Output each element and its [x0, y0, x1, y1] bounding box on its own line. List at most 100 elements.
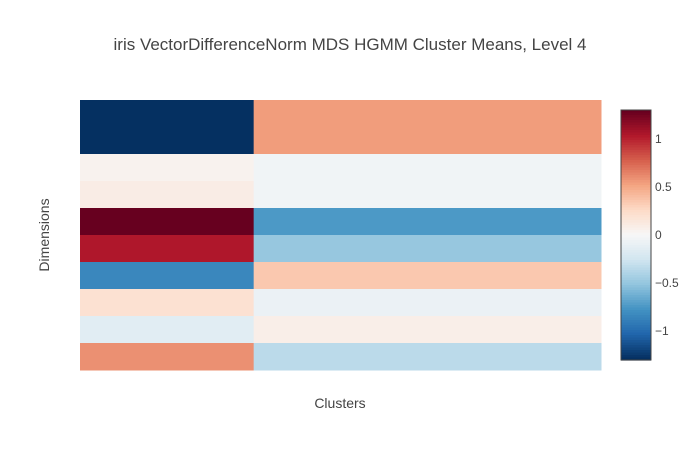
colorbar-swatch [621, 115, 651, 119]
colorbar-swatch [621, 175, 651, 179]
colorbar-swatch [621, 197, 651, 201]
colorbar-tick-label: 0 [655, 228, 662, 242]
colorbar-swatch [621, 112, 651, 116]
colorbar-tick-label: 1 [655, 132, 662, 146]
colorbar-swatch [621, 157, 651, 161]
colorbar-swatch [621, 287, 651, 291]
colorbar-swatch [621, 242, 651, 246]
colorbar-swatch [621, 202, 651, 206]
colorbar-swatch [621, 127, 651, 131]
colorbar-swatch [621, 155, 651, 159]
heatmap-cell-r6-c1 [253, 262, 602, 290]
colorbar-swatch [621, 305, 651, 309]
colorbar-swatch [621, 125, 651, 129]
colorbar-swatch [621, 335, 651, 339]
heatmap-cell-r9-c1 [253, 343, 602, 371]
colorbar-swatch [621, 257, 651, 261]
colorbar-swatch [621, 307, 651, 311]
colorbar-swatch [621, 185, 651, 189]
colorbar-swatch [621, 347, 651, 351]
heatmap-cells [80, 100, 602, 371]
colorbar-swatch [621, 250, 651, 254]
colorbar-swatch [621, 285, 651, 289]
colorbar-swatch [621, 247, 651, 251]
colorbar-swatch [621, 132, 651, 136]
heatmap-cell-r9-c0 [80, 343, 255, 371]
colorbar-swatch [621, 282, 651, 286]
colorbar-tick-label: 0.5 [655, 180, 672, 194]
colorbar-swatch [621, 240, 651, 244]
colorbar-swatch [621, 345, 651, 349]
colorbar-swatch [621, 310, 651, 314]
colorbar-swatch [621, 225, 651, 229]
heatmap-cell-r8-c0 [80, 316, 255, 344]
colorbar-swatch [621, 177, 651, 181]
colorbar-swatch [621, 117, 651, 121]
colorbar-swatch [621, 245, 651, 249]
colorbar-swatch [621, 180, 651, 184]
colorbar-swatch [621, 137, 651, 141]
colorbar-swatch [621, 277, 651, 281]
colorbar-swatch [621, 252, 651, 256]
heatmap-cell-r7-c0 [80, 289, 255, 317]
colorbar-swatch [621, 260, 651, 264]
colorbar-swatch [621, 120, 651, 124]
colorbar-swatch [621, 152, 651, 156]
colorbar-swatch [621, 235, 651, 239]
colorbar-swatch [621, 322, 651, 326]
colorbar-swatch [621, 217, 651, 221]
colorbar-swatch [621, 317, 651, 321]
colorbar-swatch [621, 237, 651, 241]
colorbar-swatch [621, 300, 651, 304]
heatmap-cell-r2-c0 [80, 154, 255, 182]
colorbar-swatch [621, 295, 651, 299]
colorbar-swatch [621, 302, 651, 306]
colorbar-swatch [621, 232, 651, 236]
colorbar-swatch [621, 142, 651, 146]
colorbar-swatch [621, 342, 651, 346]
colorbar-swatch [621, 205, 651, 209]
colorbar-swatch [621, 145, 651, 149]
heatmap-cell-r3-c1 [253, 181, 602, 209]
colorbar-swatch [621, 110, 651, 114]
heatmap-cell-r1-c1 [253, 127, 602, 155]
heatmap-cell-r6-c0 [80, 262, 255, 290]
colorbar-swatch [621, 332, 651, 336]
colorbar-swatch [621, 330, 651, 334]
colorbar-swatch [621, 122, 651, 126]
colorbar-swatch [621, 150, 651, 154]
colorbar-swatch [621, 210, 651, 214]
colorbar-swatch [621, 320, 651, 324]
colorbar-swatch [621, 267, 651, 271]
colorbar-swatch [621, 325, 651, 329]
colorbar-swatch [621, 227, 651, 231]
colorbar-swatch [621, 255, 651, 259]
heatmap-cell-r3-c0 [80, 181, 255, 209]
colorbar-swatch [621, 280, 651, 284]
heatmap-cell-r5-c0 [80, 235, 255, 263]
colorbar-swatch [621, 170, 651, 174]
colorbar-swatch [621, 167, 651, 171]
heatmap-cell-r0-c1 [253, 100, 602, 128]
colorbar-swatch [621, 160, 651, 164]
heatmap-cell-r8-c1 [253, 316, 602, 344]
colorbar-outline [620, 109, 652, 361]
colorbar-swatch [621, 315, 651, 319]
colorbar-swatch [621, 222, 651, 226]
colorbar-swatch [621, 337, 651, 341]
colorbar-swatch [621, 290, 651, 294]
colorbar-swatch [621, 297, 651, 301]
colorbar-swatch [621, 172, 651, 176]
colorbar-swatch [621, 165, 651, 169]
heatmap-cell-r4-c0 [80, 208, 255, 236]
colorbar-swatch [621, 207, 651, 211]
chart-title: iris VectorDifferenceNorm MDS HGMM Clust… [114, 35, 587, 54]
colorbar-swatch [621, 212, 651, 216]
colorbar-swatch [621, 292, 651, 296]
colorbar-swatch [621, 215, 651, 219]
colorbar-tick-label: −1 [655, 324, 669, 338]
heatmap-cell-r4-c1 [253, 208, 602, 236]
colorbar-swatch [621, 200, 651, 204]
colorbar-swatch [621, 312, 651, 316]
